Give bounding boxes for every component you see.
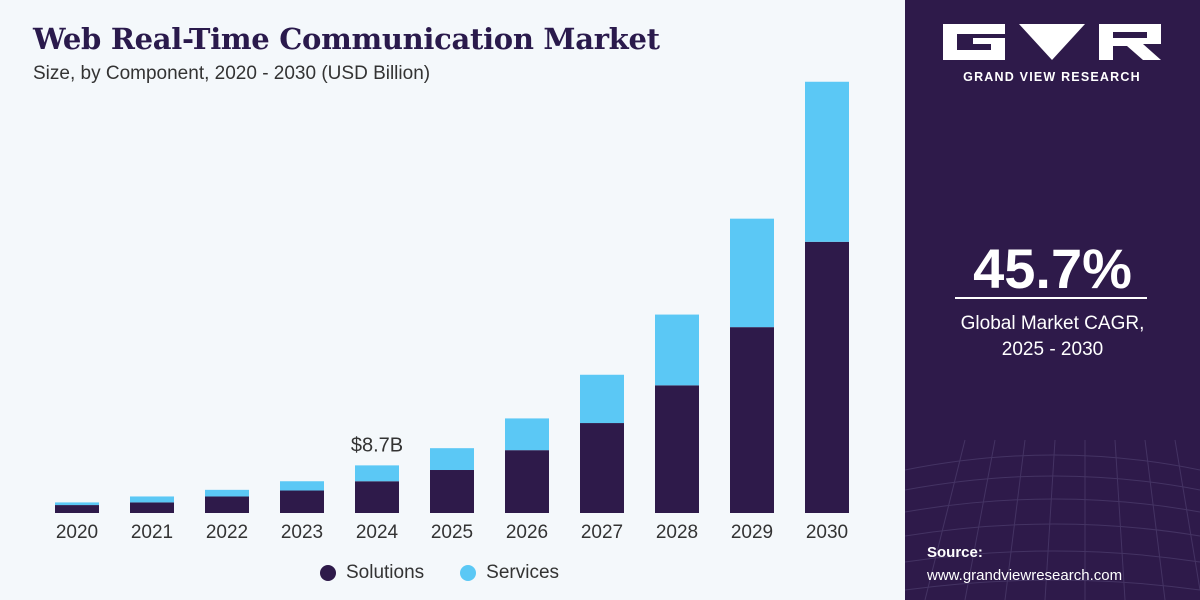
bar-solutions-2020 [55, 505, 99, 513]
info-panel: GRAND VIEW RESEARCH 45.7% Global Market … [905, 0, 1200, 600]
chart-title: Web Real-Time Communication Market [33, 22, 660, 56]
data-label-2024: $8.7B [351, 434, 403, 456]
chart-legend: Solutions Services [320, 562, 559, 584]
legend-label-services: Services [486, 562, 560, 583]
legend-label-solutions: Solutions [346, 562, 425, 583]
bar-solutions-2024 [355, 481, 399, 513]
source-title: Source: [927, 544, 983, 561]
bar-services-2022 [205, 489, 249, 497]
bar-solutions-2026 [505, 450, 549, 513]
bar-services-2030 [805, 81, 849, 242]
x-tick-label: 2021 [131, 522, 173, 543]
x-tick-label: 2024 [356, 522, 399, 543]
legend-item-solutions: Solutions [320, 562, 424, 584]
x-tick-label: 2022 [206, 522, 248, 543]
bar-solutions-2022 [205, 496, 249, 513]
bar-solutions-2027 [580, 423, 624, 513]
legend-swatch-solutions [320, 565, 336, 581]
bar-services-2028 [655, 314, 699, 386]
x-tick-label: 2025 [431, 522, 473, 543]
chart-subtitle: Size, by Component, 2020 - 2030 (USD Bil… [33, 63, 431, 84]
source-link[interactable]: www.grandviewresearch.com [927, 567, 1123, 584]
cagr-value: 45.7% [973, 237, 1132, 300]
cagr-label-line2: 2025 - 2030 [1001, 339, 1104, 360]
bar-services-2020 [55, 502, 99, 506]
bar-services-2024 [355, 465, 399, 482]
bar-solutions-2028 [655, 385, 699, 513]
x-tick-label: 2023 [281, 522, 323, 543]
x-tick-label: 2020 [56, 522, 98, 543]
x-tick-label: 2030 [806, 522, 848, 543]
bar-solutions-2023 [280, 490, 324, 513]
bar-solutions-2021 [130, 502, 174, 513]
bar-services-2023 [280, 481, 324, 491]
bar-services-2026 [505, 418, 549, 451]
bar-services-2029 [730, 218, 774, 328]
bar-solutions-2029 [730, 327, 774, 513]
bar-solutions-2025 [430, 470, 474, 513]
bar-services-2027 [580, 374, 624, 424]
x-tick-label: 2028 [656, 522, 698, 543]
cagr-label-line1: Global Market CAGR, [960, 313, 1145, 334]
brand-name: GRAND VIEW RESEARCH [963, 70, 1141, 84]
bar-chart: 2020 2021 2022 2023 2024 2025 2026 2027 2028 2029… [55, 81, 849, 543]
legend-item-services: Services [460, 562, 559, 584]
legend-swatch-services [460, 565, 477, 581]
cagr-divider [955, 297, 1147, 299]
bar-services-2025 [430, 448, 474, 471]
x-tick-label: 2026 [506, 522, 548, 543]
cagr-label: Global Market CAGR, 2025 - 2030 [905, 311, 1200, 363]
bar-services-2021 [130, 496, 174, 503]
chart-panel: Web Real-Time Communication Market Size,… [0, 0, 905, 600]
gvr-logo [943, 24, 1161, 60]
x-tick-label: 2029 [731, 522, 773, 543]
bar-solutions-2030 [805, 241, 849, 514]
x-tick-label: 2027 [581, 522, 623, 543]
decorative-grid [905, 439, 1200, 600]
